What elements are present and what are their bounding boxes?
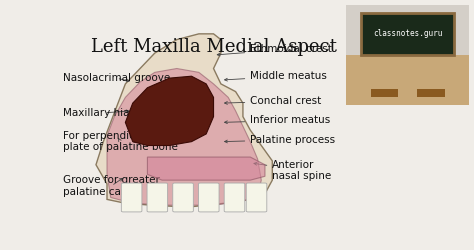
- Text: Conchal crest: Conchal crest: [225, 96, 321, 106]
- FancyBboxPatch shape: [224, 183, 245, 212]
- FancyBboxPatch shape: [147, 183, 168, 212]
- Text: classnotes.guru: classnotes.guru: [373, 28, 442, 38]
- Polygon shape: [96, 34, 272, 207]
- Bar: [346, 5, 469, 55]
- Text: Palatine process: Palatine process: [225, 135, 336, 145]
- Polygon shape: [125, 76, 213, 146]
- FancyBboxPatch shape: [121, 183, 142, 212]
- Text: Nasolacrimal groove: Nasolacrimal groove: [63, 73, 170, 83]
- Polygon shape: [147, 157, 265, 180]
- Text: Ethmoidal crest: Ethmoidal crest: [217, 44, 332, 56]
- Bar: [418, 89, 445, 97]
- Text: Inferior meatus: Inferior meatus: [225, 116, 330, 126]
- Text: Maxillary hiatus: Maxillary hiatus: [63, 108, 146, 118]
- Polygon shape: [107, 68, 261, 205]
- Text: Left Maxilla Medial Aspect: Left Maxilla Medial Aspect: [91, 38, 337, 56]
- Bar: [361, 13, 455, 55]
- Text: Groove for greater
palatine canal: Groove for greater palatine canal: [63, 175, 160, 197]
- Bar: [371, 89, 398, 97]
- Text: Middle meatus: Middle meatus: [225, 71, 327, 81]
- FancyBboxPatch shape: [173, 183, 193, 212]
- Text: Anterior
nasal spine: Anterior nasal spine: [254, 160, 331, 181]
- FancyBboxPatch shape: [199, 183, 219, 212]
- Bar: [346, 55, 469, 105]
- Text: For perpendicular
plate of palatine bone: For perpendicular plate of palatine bone: [63, 131, 178, 152]
- FancyBboxPatch shape: [246, 183, 267, 212]
